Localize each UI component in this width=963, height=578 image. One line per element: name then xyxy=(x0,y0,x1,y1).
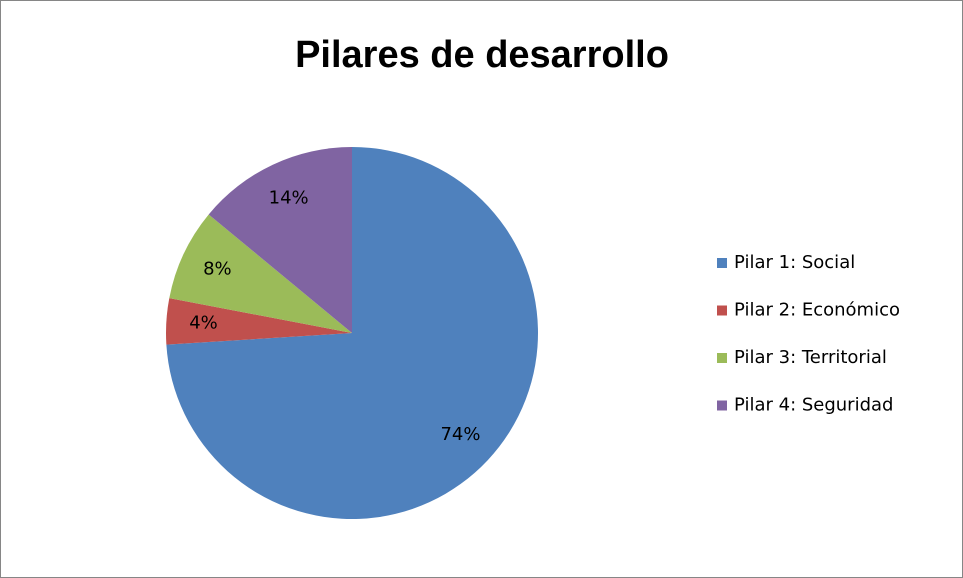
legend-swatch xyxy=(717,353,727,363)
legend-label: Pilar 2: Económico xyxy=(734,300,900,321)
data-label: 14% xyxy=(269,187,309,208)
pie-slice xyxy=(169,214,352,333)
pie-slice xyxy=(208,147,352,333)
chart-title: Pilares de desarrollo xyxy=(295,34,669,76)
pie-slice xyxy=(166,298,352,345)
data-label: 74% xyxy=(440,424,480,445)
legend-swatch xyxy=(717,305,727,316)
data-label: 8% xyxy=(203,259,232,280)
legend-swatch xyxy=(717,258,727,268)
legend-label: Pilar 1: Social xyxy=(734,252,855,273)
pie-slice xyxy=(166,147,539,519)
legend-swatch xyxy=(717,400,727,411)
legend-label: Pilar 3: Territorial xyxy=(734,347,887,368)
legend-label: Pilar 4: Seguridad xyxy=(734,395,893,416)
data-label: 4% xyxy=(189,313,218,334)
